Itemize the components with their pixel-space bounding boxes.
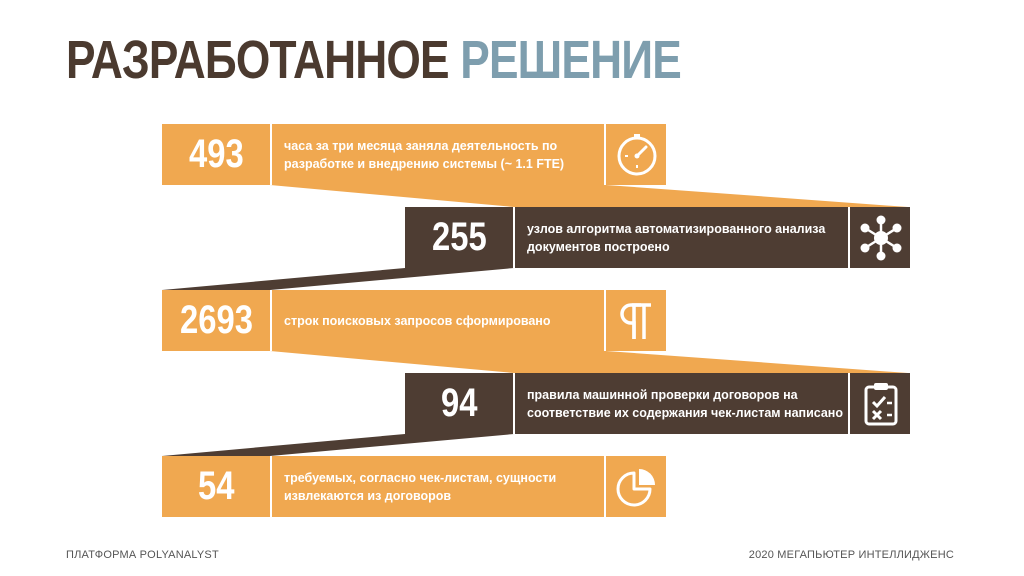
- connector-3-4: [270, 351, 908, 373]
- checklist-clipboard-icon: [852, 373, 910, 434]
- connector-2-3: [162, 268, 514, 290]
- stat-value: 493: [162, 124, 270, 185]
- stat-value: 54: [162, 456, 270, 517]
- stat-description: часа за три месяца заняла деятельность п…: [270, 124, 606, 185]
- title-word-1: РАЗРАБОТАННОЕ: [66, 30, 450, 90]
- stat-description: требуемых, согласно чек-листам, сущности…: [270, 456, 606, 517]
- connector-4-5: [162, 434, 514, 456]
- stat-value: 94: [405, 373, 513, 434]
- footer-right: 2020 МЕГАПЬЮТЕР ИНТЕЛЛИДЖЕНС: [748, 549, 954, 561]
- stat-row-2: 255 узлов алгоритма автоматизированного …: [405, 207, 910, 268]
- stat-row-4: 94 правила машинной проверки договоров н…: [405, 373, 910, 434]
- page-title: РАЗРАБОТАННОЕ РЕШЕНИЕ: [66, 26, 682, 94]
- stat-value: 255: [405, 207, 513, 268]
- stopwatch-icon: [608, 124, 666, 185]
- pilcrow-icon: [608, 290, 666, 351]
- connector-1-2: [270, 185, 908, 207]
- stat-row-5: 54 требуемых, согласно чек-листам, сущно…: [162, 456, 666, 517]
- title-word-2: РЕШЕНИЕ: [460, 30, 682, 90]
- network-nodes-icon: [852, 207, 910, 268]
- stat-description: строк поисковых запросов сформировано: [270, 290, 606, 351]
- pie-chart-icon: [608, 456, 666, 517]
- stat-description: правила машинной проверки договоров на с…: [513, 373, 850, 434]
- footer-left: ПЛАТФОРМА POLYANALYST: [66, 549, 219, 561]
- stat-description: узлов алгоритма автоматизированного анал…: [513, 207, 850, 268]
- stat-row-3: 2693 строк поисковых запросов сформирова…: [162, 290, 666, 351]
- stat-value: 2693: [162, 290, 270, 351]
- stat-row-1: 493 часа за три месяца заняла деятельнос…: [162, 124, 666, 185]
